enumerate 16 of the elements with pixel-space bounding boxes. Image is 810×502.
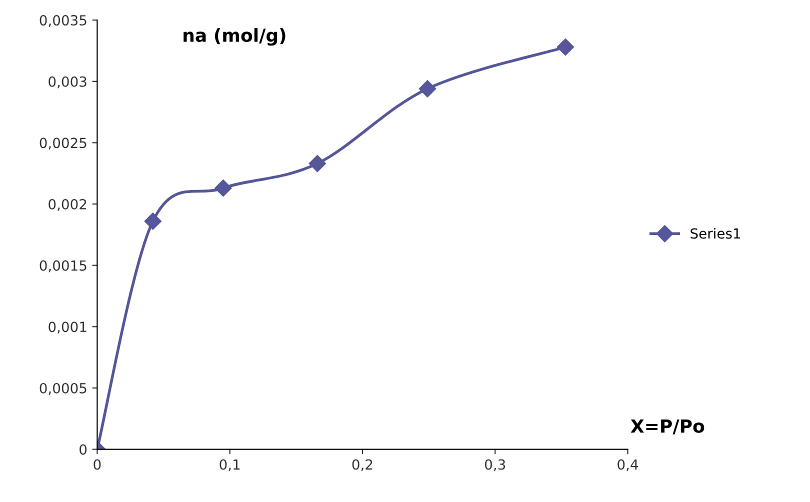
y-tick-label: 0,0015	[40, 260, 86, 272]
y-tick-label: 0	[80, 444, 87, 455]
y-tick-label: 0,003	[48, 76, 86, 88]
chart-title: na (mol/g)	[184, 28, 286, 46]
y-tick-label: 0,0035	[40, 15, 86, 27]
x-tick-label: 0,2	[352, 459, 372, 472]
x-tick-label: 0	[94, 459, 101, 470]
legend-label: Series1	[690, 228, 740, 239]
x-axis-title: X=P/Po	[630, 419, 704, 434]
y-tick-label: 0,0005	[40, 382, 86, 395]
y-tick-label: 0,002	[48, 198, 86, 211]
x-tick-label: 0,4	[618, 459, 638, 472]
x-tick-label: 0,1	[220, 459, 240, 472]
y-tick-label: 0,0025	[40, 138, 86, 150]
y-tick-label: 0,001	[48, 322, 86, 334]
x-tick-label: 0,3	[484, 459, 506, 472]
